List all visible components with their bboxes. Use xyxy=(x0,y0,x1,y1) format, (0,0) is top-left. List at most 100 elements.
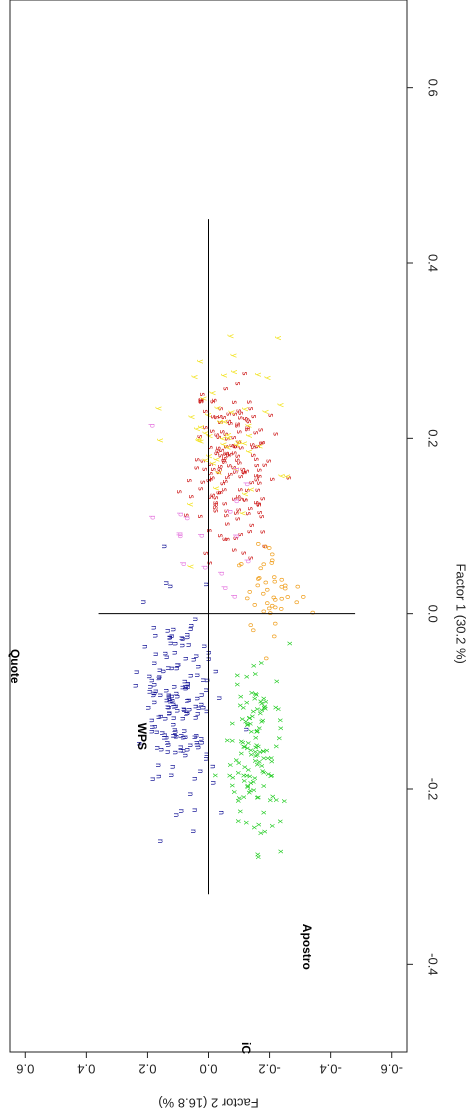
data-point-o: o xyxy=(265,546,274,551)
data-point-s: s xyxy=(196,514,205,519)
data-point-s: s xyxy=(187,494,196,499)
data-point-n: n xyxy=(158,731,167,736)
data-point-x: x xyxy=(253,729,262,734)
data-point-n: n xyxy=(149,693,158,698)
data-point-o: o xyxy=(261,580,270,585)
data-point-n: n xyxy=(150,682,159,687)
data-point-y: y xyxy=(278,474,287,479)
data-point-y: y xyxy=(197,439,206,444)
data-point-x: x xyxy=(242,719,251,724)
data-point-s: s xyxy=(224,412,233,417)
data-point-s: s xyxy=(230,497,239,502)
data-point-n: n xyxy=(193,696,202,701)
data-point-x: x xyxy=(263,748,272,753)
data-point-x: x xyxy=(233,673,242,678)
data-point-s: s xyxy=(236,487,245,492)
data-point-s: s xyxy=(201,409,210,414)
data-point-s: s xyxy=(206,462,215,467)
data-point-x: x xyxy=(246,748,255,753)
data-point-n: n xyxy=(165,711,174,716)
data-point-s: s xyxy=(198,392,207,397)
data-point-y: y xyxy=(195,438,204,443)
data-point-s: s xyxy=(266,413,275,418)
data-point-s: s xyxy=(240,470,249,475)
data-point-s: s xyxy=(236,411,245,416)
data-point-y: y xyxy=(155,406,164,411)
y-tick-label: -0.2 xyxy=(258,1062,280,1077)
data-point-x: x xyxy=(251,735,260,740)
data-point-x: x xyxy=(252,745,261,750)
data-point-x: x xyxy=(246,781,255,786)
x-tick-label: 0.2 xyxy=(426,429,441,447)
data-point-s: s xyxy=(196,398,205,403)
data-point-n: n xyxy=(161,716,170,721)
data-point-n: n xyxy=(192,654,201,659)
data-point-x: x xyxy=(234,771,243,776)
data-point-s: s xyxy=(254,444,263,449)
data-point-y: y xyxy=(205,454,214,459)
data-point-n: n xyxy=(184,698,193,703)
data-point-o: o xyxy=(292,600,301,605)
data-point-x: x xyxy=(273,679,282,684)
data-point-x: x xyxy=(247,729,256,734)
data-point-x: x xyxy=(261,699,270,704)
data-point-s: s xyxy=(223,437,232,442)
data-point-n: n xyxy=(155,774,164,779)
data-point-y: y xyxy=(209,461,218,466)
x-tick-label: 0.6 xyxy=(426,79,441,97)
data-point-n: n xyxy=(177,636,186,641)
data-point-x: x xyxy=(253,753,262,758)
data-point-s: s xyxy=(212,451,221,456)
data-point-n: n xyxy=(150,661,159,666)
data-point-p: p xyxy=(232,467,241,472)
data-point-s: s xyxy=(223,475,232,480)
data-point-x: x xyxy=(230,790,239,795)
data-point-n: n xyxy=(132,683,141,688)
data-point-n: n xyxy=(156,714,165,719)
data-point-n: n xyxy=(191,735,200,740)
data-point-s: s xyxy=(205,528,214,533)
data-point-n: n xyxy=(197,736,206,741)
data-point-n: n xyxy=(161,733,170,738)
data-point-s: s xyxy=(223,537,232,542)
data-point-x: x xyxy=(251,759,260,764)
data-point-x: x xyxy=(251,754,260,759)
data-point-o: o xyxy=(270,595,279,600)
data-point-s: s xyxy=(185,478,194,483)
data-point-s: s xyxy=(196,434,205,439)
data-point-x: x xyxy=(243,722,252,727)
data-point-n: n xyxy=(178,716,187,721)
data-point-x: x xyxy=(234,799,243,804)
data-point-x: x xyxy=(234,819,243,824)
data-point-s: s xyxy=(268,477,277,482)
data-point-o: o xyxy=(270,579,279,584)
data-point-s: s xyxy=(226,421,235,426)
y-axis-title: Factor 2 (16.8 %) xyxy=(158,1096,258,1111)
data-point-s: s xyxy=(230,450,239,455)
data-point-s: s xyxy=(272,432,281,437)
data-point-x: x xyxy=(232,758,241,763)
y-axis: 0.6 0.4 0.2 0.0 -0.2 -0.4 -0.6 xyxy=(16,1052,403,1077)
data-point-n: n xyxy=(179,685,188,690)
data-point-o: o xyxy=(254,576,263,581)
data-point-s: s xyxy=(224,419,233,424)
data-point-x: x xyxy=(235,796,244,801)
data-point-s: s xyxy=(252,430,261,435)
data-point-o: o xyxy=(265,606,274,611)
data-point-x: x xyxy=(211,773,220,778)
data-point-o: o xyxy=(268,552,277,557)
data-point-n: n xyxy=(177,733,186,738)
data-point-s: s xyxy=(249,453,258,458)
data-point-p: p xyxy=(233,534,242,539)
data-point-s: s xyxy=(249,414,258,419)
data-point-x: x xyxy=(256,699,265,704)
data-point-s: s xyxy=(219,458,228,463)
data-point-y: y xyxy=(195,437,204,442)
data-point-x: x xyxy=(276,718,285,723)
data-point-x: x xyxy=(223,738,232,743)
data-point-n: n xyxy=(197,702,206,707)
data-point-n: n xyxy=(165,635,174,640)
data-point-x: x xyxy=(245,774,254,779)
data-point-x: x xyxy=(252,743,261,748)
